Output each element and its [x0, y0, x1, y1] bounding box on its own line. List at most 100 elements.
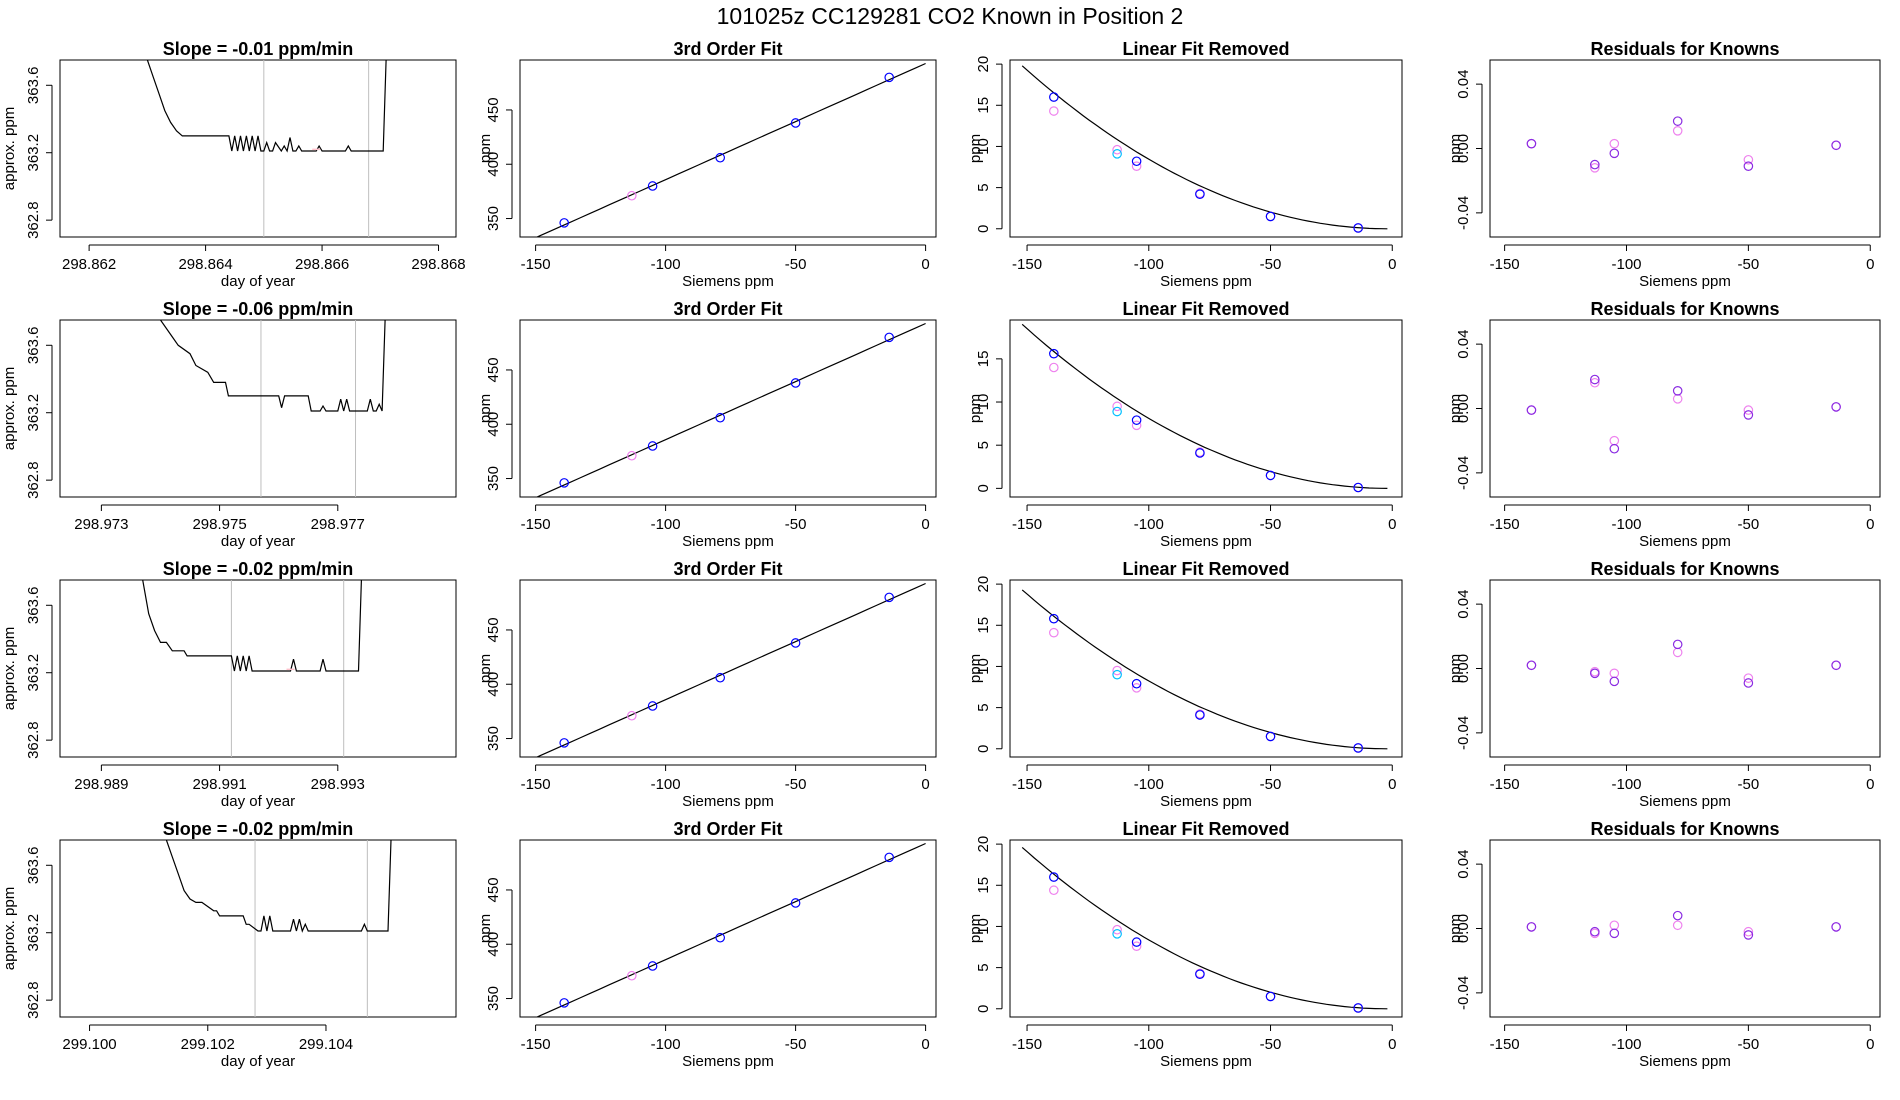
x-axis: 298.862 298.864 298.866 298.868 [62, 244, 466, 273]
x-tick-label: 298.864 [178, 256, 232, 273]
panel-2-2: 3rd Order Fit -150 -100 -50 0 Siemens ppm 350 4… [477, 299, 937, 550]
known-point-magenta [1112, 401, 1122, 412]
x-axis-label: Siemens ppm [1639, 273, 1731, 290]
known-point-blue [647, 701, 658, 711]
y-tick-label: 0 [975, 484, 992, 492]
known-point-cyan [1112, 149, 1122, 159]
plot-area [1021, 323, 1388, 493]
x-tick-label: -50 [1738, 256, 1760, 273]
y-tick-label: 0.00 [1455, 394, 1472, 423]
y-axis-label: ppm [477, 654, 494, 683]
plot-frame [59, 59, 457, 238]
known-point-blue [715, 672, 725, 683]
x-tick-label: -50 [785, 256, 807, 273]
known-point-magenta [626, 710, 637, 721]
x-tick-label: -150 [1490, 776, 1520, 793]
known-point-blue [884, 72, 894, 83]
x-tick-label: -100 [1134, 516, 1164, 533]
y-tick-label: 5 [975, 183, 992, 191]
y-tick-label: 5 [975, 441, 992, 449]
plot-frame [519, 59, 937, 238]
x-tick-label: 299.102 [181, 1036, 235, 1053]
x-tick-label: -100 [651, 1036, 681, 1053]
known-point-blue [1265, 470, 1276, 481]
x-tick-label: -50 [1738, 516, 1760, 533]
y-tick-label: 20 [975, 56, 992, 73]
plot-frame [1489, 579, 1881, 758]
known-point-blue [1526, 138, 1537, 149]
y-axis-label: ppm [1447, 914, 1464, 943]
x-tick-label: 298.989 [74, 776, 128, 793]
y-tick-label: 450 [485, 357, 502, 382]
x-axis-label: Siemens ppm [1639, 1053, 1731, 1070]
known-point-blue [559, 738, 569, 748]
y-tick-label: -0.04 [1455, 456, 1472, 490]
x-axis: 298.989 298.991 298.993 [74, 764, 365, 793]
fit-curve [535, 582, 926, 757]
fit-curve [1021, 846, 1388, 1010]
known-point-magenta [1131, 941, 1142, 951]
y-axis-label: ppm [1447, 654, 1464, 683]
x-tick-label: -150 [521, 256, 551, 273]
y-axis: -0.04 0.00 0.04 [1455, 330, 1483, 490]
ppm-trace-line [142, 580, 362, 672]
known-point-blue [1265, 991, 1276, 1002]
x-tick-label: -50 [785, 516, 807, 533]
known-point-blue [1049, 92, 1059, 102]
known-point-blue [647, 441, 658, 451]
known-point-blue [1609, 676, 1620, 687]
known-point-blue [1743, 678, 1754, 688]
known-point-magenta [1049, 627, 1059, 638]
ppm-trace-line [146, 60, 387, 153]
y-tick-label: 10 [975, 918, 992, 935]
known-point-magenta [1609, 435, 1620, 446]
y-tick-label: 450 [485, 97, 502, 122]
x-axis-label: day of year [221, 273, 295, 290]
y-tick-label: 400 [485, 932, 502, 957]
fit-curve [535, 842, 926, 1017]
plot-frame [59, 839, 457, 1018]
known-point-blue [559, 998, 569, 1008]
panel-title: 3rd Order Fit [673, 559, 782, 579]
y-axis-label: ppm [967, 914, 984, 943]
x-axis: -150 -100 -50 0 [521, 244, 930, 273]
x-axis-label: day of year [221, 1053, 295, 1070]
y-tick-label: 0 [975, 745, 992, 753]
x-tick-label: -50 [1260, 776, 1282, 793]
known-point-magenta [1590, 163, 1600, 173]
known-point-blue [1353, 223, 1363, 233]
plot-area [160, 320, 386, 497]
x-tick-label: -100 [651, 776, 681, 793]
x-tick-label: -100 [651, 516, 681, 533]
known-point-blue [1049, 348, 1059, 359]
x-tick-label: -100 [1611, 516, 1641, 533]
y-axis-label: ppm [967, 654, 984, 683]
panel-2-4: Residuals for Knowns -150 -100 -50 0 Siemens … [1447, 299, 1881, 550]
known-point-blue [1526, 405, 1537, 415]
x-tick-label: 299.100 [62, 1036, 116, 1053]
x-axis-label: day of year [221, 793, 295, 810]
known-point-magenta [1049, 885, 1059, 896]
known-point-blue [1672, 910, 1683, 921]
x-axis: -150 -100 -50 0 [1012, 1024, 1396, 1053]
known-point-blue [1049, 872, 1059, 882]
y-tick-label: 20 [975, 576, 992, 593]
y-tick-label: 363.2 [25, 914, 42, 952]
x-axis: -150 -100 -50 0 [1490, 244, 1874, 273]
plot-area [535, 842, 926, 1017]
known-point-magenta [1672, 647, 1683, 658]
y-tick-label: 400 [485, 152, 502, 177]
y-tick-label: 15 [975, 351, 992, 368]
known-point-magenta [1049, 106, 1059, 116]
x-axis: -150 -100 -50 0 [521, 1024, 930, 1053]
panel-title: Residuals for Knowns [1590, 819, 1779, 839]
plot-area [1021, 65, 1388, 233]
y-tick-label: 363.6 [25, 327, 42, 365]
y-tick-label: 0 [975, 225, 992, 233]
known-point-blue [790, 378, 801, 388]
y-tick-label: 10 [975, 658, 992, 675]
known-point-blue [1353, 482, 1363, 493]
